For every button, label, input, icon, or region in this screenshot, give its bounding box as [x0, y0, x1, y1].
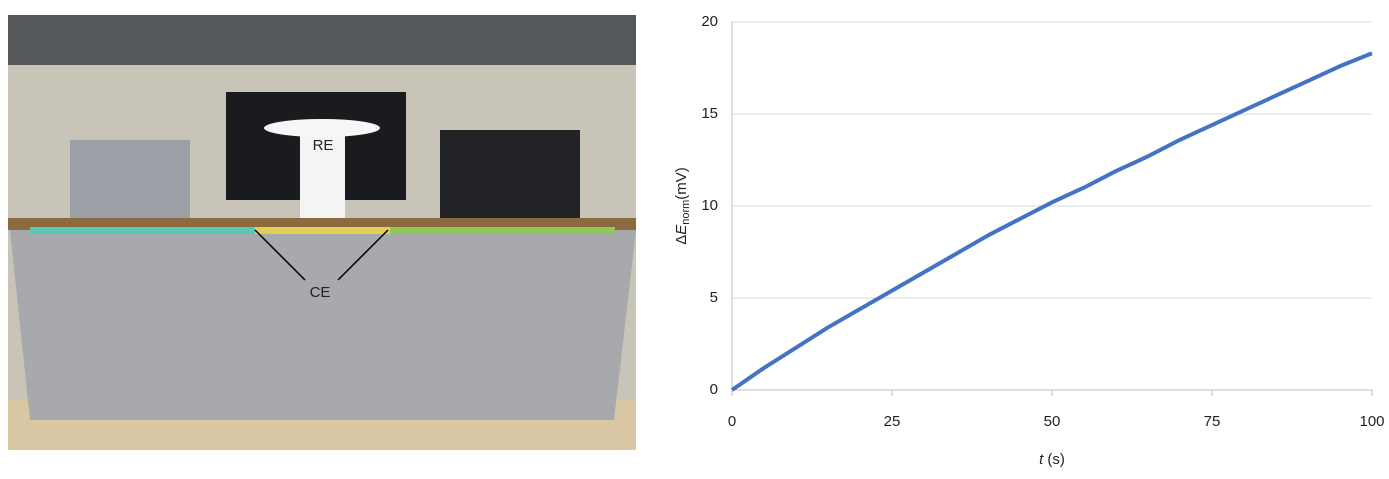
x-tick-label: 0	[728, 413, 736, 430]
shelf	[8, 15, 636, 65]
ce-strip	[255, 227, 390, 234]
y-axis-label: ΔEnorm(mV)	[673, 167, 692, 245]
y-tick-label: 20	[701, 13, 718, 30]
photo-label: RE	[313, 137, 334, 154]
y-label-symbol: E	[673, 224, 690, 235]
ce-strip	[30, 227, 255, 234]
y-tick-label: 5	[710, 289, 718, 306]
arrow	[337, 229, 389, 281]
arrow	[254, 229, 306, 281]
concrete-block	[10, 230, 636, 420]
electrode-disk	[264, 119, 380, 137]
photo-label: CE	[310, 284, 331, 301]
x-tick-label: 25	[884, 413, 901, 430]
x-label-symbol: t	[1039, 451, 1044, 468]
photo: RE CE	[8, 15, 636, 450]
y-label-prefix: Δ	[673, 235, 690, 245]
x-label-unit: (s)	[1047, 451, 1065, 468]
y-label-unit: (mV)	[673, 167, 690, 200]
y-tick-label: 15	[701, 105, 718, 122]
y-label-subscript: norm	[680, 200, 692, 225]
data-line	[730, 51, 1373, 392]
x-tick-label: 100	[1359, 413, 1384, 430]
pipes	[70, 140, 190, 220]
x-tick-label: 75	[1204, 413, 1221, 430]
computer	[440, 130, 580, 225]
ce-strip	[390, 227, 615, 234]
electrode-holder	[300, 125, 345, 220]
y-tick-label: 10	[701, 197, 718, 214]
x-axis-label: t (s)	[1039, 451, 1065, 468]
y-tick-label: 0	[710, 381, 718, 398]
x-tick-label: 50	[1044, 413, 1061, 430]
